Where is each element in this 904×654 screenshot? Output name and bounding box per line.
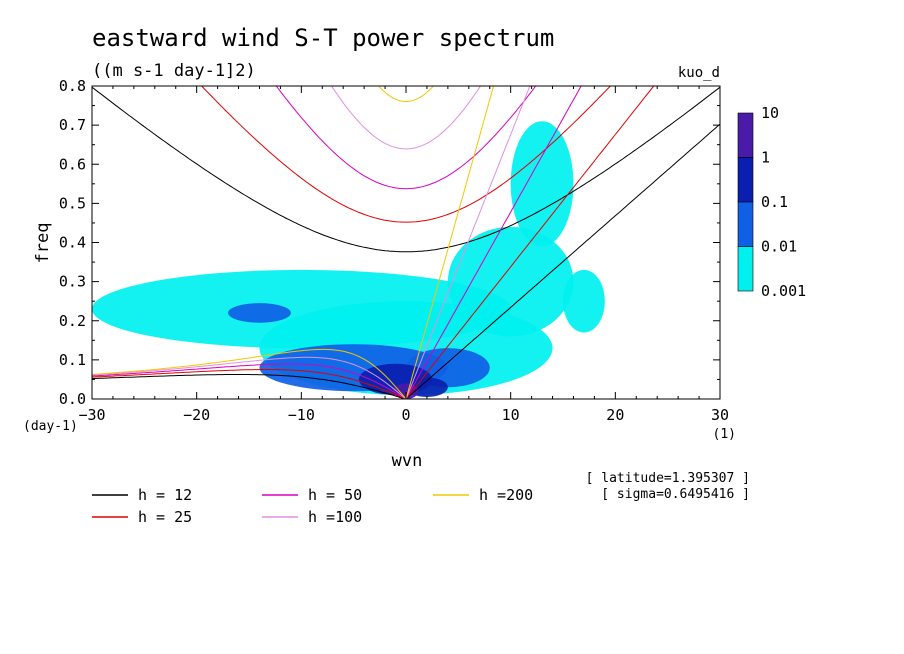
ig-curve-h50 [275,86,537,190]
y-tick-label: 0.0 [59,390,86,408]
y-tick-label: 0.4 [59,234,86,252]
rossby-curve-h50 [92,363,407,399]
ig-curve-h12 [92,86,720,253]
rossby-curve-h100 [92,356,407,399]
x-axis-unit: (1) [713,427,736,442]
rossby-curve-h12 [92,374,407,399]
power-region [447,226,574,337]
x-tick-label: −20 [183,406,210,424]
colorbar-label: 0.01 [761,238,797,256]
kelvin-curve-h50 [405,86,582,399]
power-region [563,269,605,333]
colorbar-swatch [737,246,754,292]
latitude-annotation: [ latitude=1.395307 ] [586,471,750,486]
power-region [510,121,574,247]
colorbar-label: 0.001 [761,282,806,300]
legend-label: h = 50 [308,486,362,504]
run-label: kuo_d [678,65,720,81]
legend-label: h = 25 [138,508,192,526]
colorbar-swatch [737,201,754,247]
colorbar-label: 1 [761,149,770,167]
power-contours [92,121,605,399]
kelvin-curve-h100 [405,86,531,399]
x-tick-label: −10 [288,406,315,424]
colorbar-swatch [737,112,754,158]
x-tick-label: −30 [78,406,105,424]
axes: −30 −20 −10 0 10 20 30 0.0 0.1 0.2 0.3 0.4 0.5 0.6 0.7… [59,77,729,424]
chart-title: eastward wind S-T power spectrum [92,24,554,52]
y-tick-label: 0.6 [59,155,86,173]
x-tick-label: 10 [502,406,520,424]
x-axis-label: wvn [392,451,423,471]
y-tick-label: 0.1 [59,351,86,369]
ig-curve-h25 [200,86,612,223]
y-tick-label: 0.5 [59,194,86,212]
kelvin-curve-h200 [405,86,495,399]
power-region [228,303,291,323]
colorbar-label: 10 [761,104,779,122]
depth-legend: h = 12 h = 25 h = 50 h =100 h =200 [92,486,533,526]
y-tick-label: 0.3 [59,273,86,291]
y-tick-label: 0.8 [59,77,86,95]
legend-label: h = 12 [138,486,192,504]
kelvin-curve-h25 [405,86,655,399]
chart-subtitle: ((m s-1 day-1]2) [92,61,256,81]
legend-label: h =200 [479,486,533,504]
colorbar-label: 0.1 [761,193,788,211]
x-tick-label: 0 [401,406,410,424]
dispersion-curves [92,86,720,399]
y-tick-label: 0.7 [59,116,86,134]
legend-label: h =100 [308,508,362,526]
x-tick-label: 30 [711,406,729,424]
y-axis-unit: (day-1) [23,419,78,434]
y-axis-label: freq [33,223,53,264]
rossby-curve-h25 [92,369,407,399]
sigma-annotation: [ sigma=0.6495416 ] [601,487,750,502]
kelvin-curve-h12 [405,123,720,399]
colorbar: 10 1 0.1 0.01 0.001 [737,104,806,300]
ig-curve-h100 [330,86,482,150]
rossby-curve-h200 [92,348,407,399]
colorbar-swatch [737,157,754,203]
y-tick-label: 0.2 [59,312,86,330]
x-tick-label: 20 [606,406,624,424]
ig-curve-h200 [378,86,434,103]
